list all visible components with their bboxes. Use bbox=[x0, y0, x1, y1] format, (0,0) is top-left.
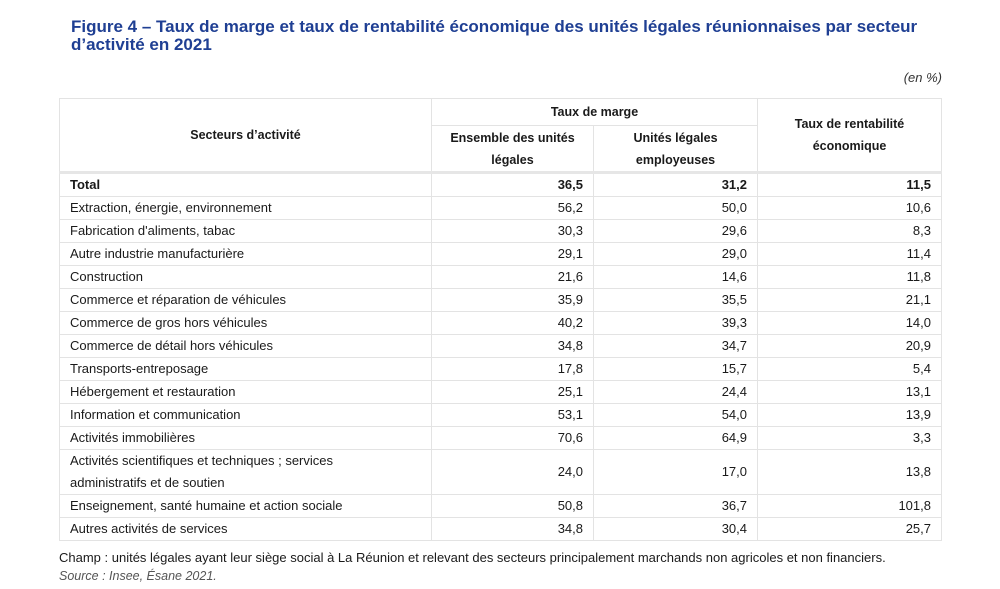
sector-cell: Extraction, énergie, environnement bbox=[59, 196, 432, 220]
value-cell-c1: 25,1 bbox=[431, 380, 594, 404]
value-cell-c1: 53,1 bbox=[431, 403, 594, 427]
value-cell-c2: 35,5 bbox=[593, 288, 758, 312]
value-cell-c3: 5,4 bbox=[757, 357, 942, 381]
value-cell-c3: 13,8 bbox=[757, 449, 942, 495]
table-row: Commerce de gros hors véhicules 40,2 39,3 1… bbox=[59, 311, 942, 335]
value-cell-c2: 17,0 bbox=[593, 449, 758, 495]
total-row: Total 36,5 31,2 11,5 bbox=[59, 171, 942, 197]
sector-cell: Hébergement et restauration bbox=[59, 380, 432, 404]
value-cell-c1: 35,9 bbox=[431, 288, 594, 312]
figure-title: Figure 4 – Taux de marge et taux de rent… bbox=[71, 17, 918, 54]
champ-note: Champ : unités légales ayant leur siège … bbox=[59, 550, 886, 565]
value-cell-c1: 30,3 bbox=[431, 219, 594, 243]
table-row: Extraction, énergie, environnement 56,2 50… bbox=[59, 196, 942, 220]
value-cell-c3: 10,6 bbox=[757, 196, 942, 220]
sector-cell: Autre industrie manufacturière bbox=[59, 242, 432, 266]
value-cell-c1: 34,8 bbox=[431, 334, 594, 358]
value-cell-c3: 20,9 bbox=[757, 334, 942, 358]
header-ensemble: Ensemble des unités légales bbox=[431, 125, 594, 173]
data-table: Secteurs d’activité Taux de marge Taux d… bbox=[59, 98, 942, 541]
value-cell-c3: 101,8 bbox=[757, 494, 942, 518]
value-cell-c1: 56,2 bbox=[431, 196, 594, 220]
table-row: Transports-entreposage 17,8 15,7 5,4 bbox=[59, 357, 942, 381]
value-cell-c2: 30,4 bbox=[593, 517, 758, 541]
value-cell-c3: 21,1 bbox=[757, 288, 942, 312]
table-row: Commerce de détail hors véhicules 34,8 34,… bbox=[59, 334, 942, 358]
sector-cell: Commerce de détail hors véhicules bbox=[59, 334, 432, 358]
value-cell-c1: 21,6 bbox=[431, 265, 594, 289]
table-row: Fabrication d'aliments, tabac 30,3 29,6 8,3 bbox=[59, 219, 942, 243]
table-row: Activités scientifiques et techniques ; … bbox=[59, 449, 942, 495]
footnote: Champ : unités légales ayant leur siège … bbox=[59, 549, 886, 585]
unit-label: (en %) bbox=[903, 70, 942, 85]
header-rentabilite: Taux de rentabilité économique bbox=[757, 98, 942, 173]
table-row: Activités immobilières 70,6 64,9 3,3 bbox=[59, 426, 942, 450]
value-cell-c3: 14,0 bbox=[757, 311, 942, 335]
sector-cell: Commerce et réparation de véhicules bbox=[59, 288, 432, 312]
header-sector: Secteurs d’activité bbox=[59, 98, 432, 173]
value-cell-c3: 13,1 bbox=[757, 380, 942, 404]
value-cell-c2: 31,2 bbox=[593, 171, 758, 197]
header-taux-de-marge: Taux de marge bbox=[431, 98, 758, 126]
table-row: Information et communication 53,1 54,0 13,9 bbox=[59, 403, 942, 427]
value-cell-c3: 11,5 bbox=[757, 171, 942, 197]
value-cell-c2: 24,4 bbox=[593, 380, 758, 404]
value-cell-c2: 36,7 bbox=[593, 494, 758, 518]
value-cell-c2: 34,7 bbox=[593, 334, 758, 358]
value-cell-c2: 50,0 bbox=[593, 196, 758, 220]
sector-cell: Enseignement, santé humaine et action so… bbox=[59, 494, 432, 518]
table-row: Construction 21,6 14,6 11,8 bbox=[59, 265, 942, 289]
value-cell-c1: 34,8 bbox=[431, 517, 594, 541]
sector-cell: Activités immobilières bbox=[59, 426, 432, 450]
sector-cell: Construction bbox=[59, 265, 432, 289]
header-employeuses: Unités légales employeuses bbox=[593, 125, 758, 173]
value-cell-c2: 64,9 bbox=[593, 426, 758, 450]
value-cell-c3: 3,3 bbox=[757, 426, 942, 450]
table-row: Enseignement, santé humaine et action so… bbox=[59, 494, 942, 518]
value-cell-c2: 15,7 bbox=[593, 357, 758, 381]
sector-cell: Commerce de gros hors véhicules bbox=[59, 311, 432, 335]
table-row: Autre industrie manufacturière 29,1 29,0 11… bbox=[59, 242, 942, 266]
value-cell-c1: 40,2 bbox=[431, 311, 594, 335]
value-cell-c3: 25,7 bbox=[757, 517, 942, 541]
value-cell-c2: 29,6 bbox=[593, 219, 758, 243]
value-cell-c3: 11,8 bbox=[757, 265, 942, 289]
table-row: Commerce et réparation de véhicules 35,9 3… bbox=[59, 288, 942, 312]
table-row: Autres activités de services 34,8 30,4 25,7 bbox=[59, 517, 942, 541]
table-row: Hébergement et restauration 25,1 24,4 13,1 bbox=[59, 380, 942, 404]
value-cell-c1: 24,0 bbox=[431, 449, 594, 495]
source-note: Source : Insee, Ésane 2021. bbox=[59, 569, 217, 583]
value-cell-c3: 8,3 bbox=[757, 219, 942, 243]
sector-cell: Autres activités de services bbox=[59, 517, 432, 541]
value-cell-c3: 11,4 bbox=[757, 242, 942, 266]
value-cell-c1: 50,8 bbox=[431, 494, 594, 518]
sector-cell: Fabrication d'aliments, tabac bbox=[59, 219, 432, 243]
value-cell-c1: 70,6 bbox=[431, 426, 594, 450]
value-cell-c2: 39,3 bbox=[593, 311, 758, 335]
sector-cell: Information et communication bbox=[59, 403, 432, 427]
value-cell-c2: 29,0 bbox=[593, 242, 758, 266]
value-cell-c1: 36,5 bbox=[431, 171, 594, 197]
value-cell-c1: 29,1 bbox=[431, 242, 594, 266]
value-cell-c2: 14,6 bbox=[593, 265, 758, 289]
value-cell-c2: 54,0 bbox=[593, 403, 758, 427]
sector-cell: Activités scientifiques et techniques ; … bbox=[59, 449, 432, 495]
value-cell-c1: 17,8 bbox=[431, 357, 594, 381]
sector-cell: Transports-entreposage bbox=[59, 357, 432, 381]
value-cell-c3: 13,9 bbox=[757, 403, 942, 427]
sector-cell: Total bbox=[59, 171, 432, 197]
